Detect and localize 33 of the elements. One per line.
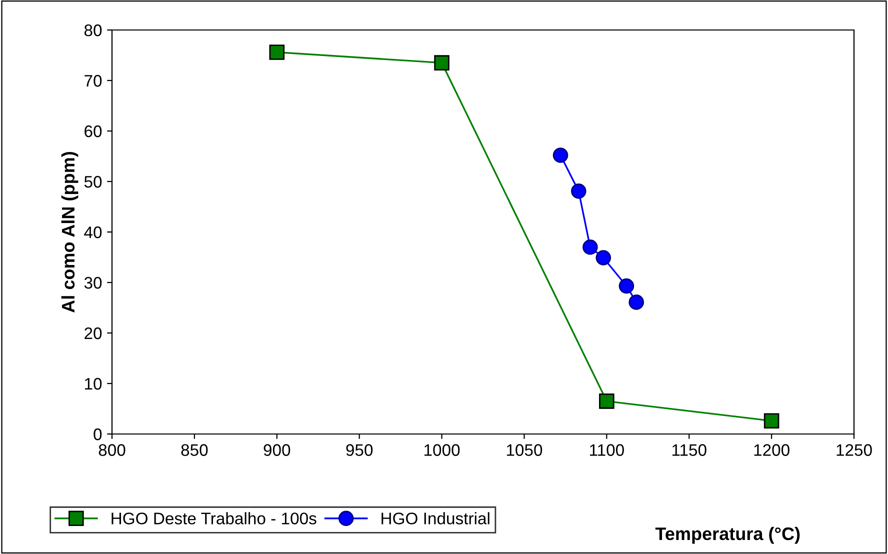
- x-axis-title: Temperatura (°C): [655, 526, 800, 544]
- x-tick-label: 950: [346, 444, 373, 456]
- x-tick-label: 900: [264, 444, 290, 456]
- point: [269, 44, 285, 60]
- point: [552, 148, 568, 163]
- y-tick-label: 0: [94, 428, 102, 440]
- x-tick-label: 1150: [672, 444, 706, 456]
- point: [570, 183, 586, 199]
- point: [434, 55, 450, 70]
- y-tick-label: 40: [84, 226, 102, 238]
- y-axis-title: Al como AlN (ppm): [61, 152, 78, 312]
- y-tick-label: 50: [84, 176, 102, 188]
- y-tick-label: 20: [84, 327, 102, 340]
- point: [618, 278, 634, 294]
- legend-label: HGO Industrial: [382, 512, 490, 524]
- y-tick-label: 10: [85, 378, 102, 390]
- y-tick-label: 60: [84, 125, 102, 138]
- legend-label: HGO Deste Trabalho - 100s: [112, 512, 316, 524]
- x-tick-label: 1250: [836, 444, 872, 456]
- x-tick-label: 1000: [424, 444, 460, 456]
- x-tick-label: 1050: [506, 444, 542, 456]
- y-tick-label: 80: [84, 24, 102, 36]
- y-tick-label: 30: [84, 276, 102, 289]
- point: [764, 413, 780, 429]
- x-tick-label: 850: [181, 444, 208, 456]
- x-tick-label: 1100: [590, 444, 624, 456]
- x-tick-label: 800: [98, 444, 126, 456]
- point: [582, 240, 598, 255]
- x-tick-label: 1200: [754, 444, 790, 456]
- y-tick-label: 70: [84, 74, 102, 87]
- point: [596, 250, 612, 266]
- point: [628, 294, 644, 310]
- point: [599, 394, 614, 409]
